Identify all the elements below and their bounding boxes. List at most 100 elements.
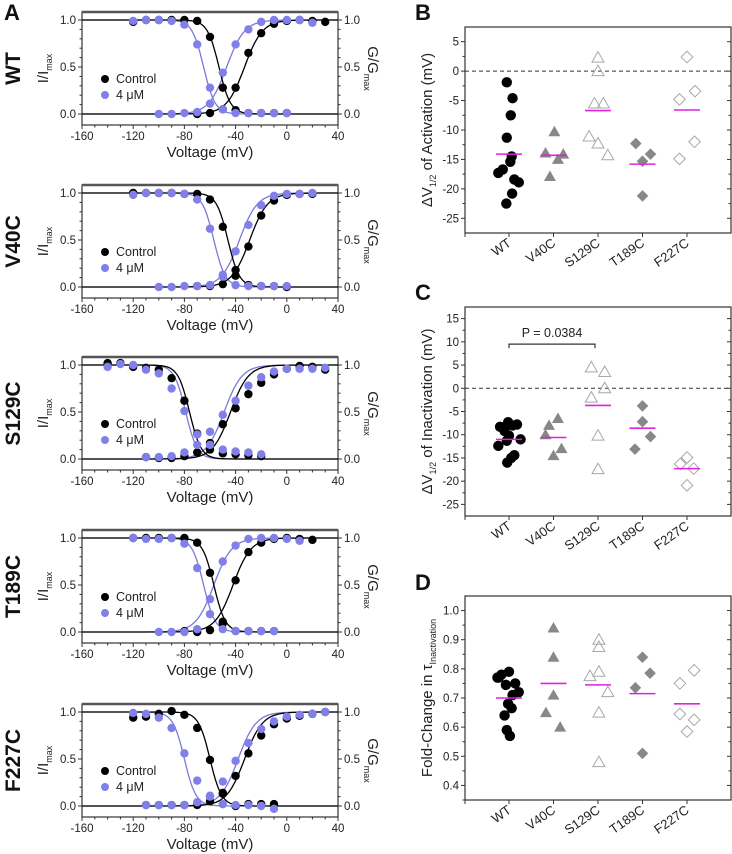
x-tick-label: -80 <box>176 131 193 143</box>
y-tick-label-left: 1.0 <box>60 188 76 200</box>
data-point-v40c <box>547 689 560 700</box>
data-point-drug-inactivation <box>154 713 163 722</box>
data-point-wt <box>506 188 518 199</box>
y-axis-label-left: I/Imax <box>35 571 54 601</box>
data-point-drug-inactivation <box>218 624 227 634</box>
legend-marker-control <box>101 420 109 428</box>
fit-curve-control-activation <box>82 537 338 633</box>
x-tick-label: -160 <box>70 304 93 316</box>
y-tick-label: 5 <box>453 360 459 372</box>
data-point-control-inactivation <box>180 396 189 405</box>
data-point-drug-inactivation <box>205 609 215 619</box>
data-point-drug-inactivation <box>269 281 279 291</box>
data-point-wt <box>505 110 516 121</box>
data-point-wt <box>493 440 504 452</box>
data-point-drug-activation <box>257 724 266 734</box>
data-point-f227c <box>680 725 694 739</box>
data-point-drug-inactivation <box>167 384 176 393</box>
data-point-drug-inactivation <box>167 533 176 543</box>
y-tick-label-left: 1.0 <box>60 360 76 372</box>
data-point-t189c <box>644 148 657 160</box>
plot-frame <box>81 11 339 126</box>
x-tick-label: -40 <box>227 131 244 143</box>
scatter-panel-b: 5 0 -5 -10 -15 -20 -25 WT V40C S129C T189C F227C ΔV1… <box>419 26 732 270</box>
data-point-control-inactivation <box>205 568 215 577</box>
data-point-drug-activation <box>257 373 266 382</box>
panel-letter-d: D <box>415 570 431 595</box>
x-tick-label: -160 <box>70 649 93 661</box>
data-point-control-inactivation <box>205 32 215 42</box>
p-value-label: P = 0.0384 <box>522 326 583 340</box>
construct-label: T189C <box>2 555 25 618</box>
y-tick-label: -15 <box>442 453 459 465</box>
y-tick-label-right: 0.5 <box>344 235 360 247</box>
data-point-drug-inactivation <box>180 749 189 758</box>
x-tick-label: -120 <box>122 304 145 316</box>
data-point-v40c <box>543 419 556 430</box>
data-point-wt <box>507 420 518 431</box>
data-point-drug-inactivation <box>205 224 215 233</box>
data-point-s129c <box>592 639 606 652</box>
data-point-f227c <box>680 478 694 492</box>
data-point-control-activation <box>193 448 202 457</box>
y-tick-label: 5 <box>453 37 459 49</box>
y-tick-label-right: 0.5 <box>344 407 360 419</box>
data-point-t189c <box>636 155 649 167</box>
data-point-t189c <box>629 443 641 455</box>
data-point-drug-inactivation <box>193 776 202 785</box>
iv-panel-s129c: -160 -120 -80 -40 0 40 0.0 0.0 0.5 0.5 1.0 1.0 Volta… <box>2 355 381 506</box>
x-tick-label: -80 <box>176 304 193 316</box>
data-point-control-activation <box>244 749 253 758</box>
category-label: V40C <box>523 802 558 833</box>
data-point-drug-activation <box>257 17 266 27</box>
data-point-drug-inactivation <box>231 800 240 810</box>
data-point-control-inactivation <box>193 538 202 547</box>
data-point-wt <box>501 77 512 88</box>
data-point-s129c <box>583 669 597 682</box>
x-tick-label: 40 <box>332 476 345 488</box>
data-point-s129c <box>584 390 599 403</box>
y-tick-label-left: 0.0 <box>60 454 76 466</box>
category-label: F227C <box>651 235 692 270</box>
data-point-drug-activation <box>154 452 163 462</box>
y-tick-label: 0.4 <box>443 780 460 792</box>
data-point-s129c <box>591 428 605 441</box>
data-point-drug-activation <box>231 40 240 49</box>
category-label: S129C <box>562 518 603 553</box>
legend-label-drug: 4 μM <box>116 780 144 794</box>
data-point-control-activation <box>231 576 240 585</box>
y-tick-label-left: 0.5 <box>60 62 76 74</box>
data-point-f227c <box>687 462 701 476</box>
category-label: V40C <box>523 518 558 549</box>
y-axis-label: Fold-Change in τInactivation <box>419 619 438 777</box>
legend-label-control: Control <box>116 72 156 86</box>
data-point-drug-activation <box>269 191 279 201</box>
y-tick-label: -20 <box>442 184 459 196</box>
data-point-wt <box>505 156 516 167</box>
y-tick-label: -10 <box>442 430 459 442</box>
data-point-s129c <box>592 664 606 677</box>
data-point-t189c <box>644 430 657 443</box>
x-tick-label: -160 <box>70 131 93 143</box>
data-point-drug-activation <box>282 534 291 544</box>
data-point-drug-inactivation <box>193 430 202 439</box>
data-point-v40c <box>548 125 561 137</box>
x-tick-label: 40 <box>332 304 345 316</box>
construct-label: F227C <box>2 729 25 792</box>
data-point-v40c <box>543 170 556 181</box>
x-axis-label: Voltage (mV) <box>167 836 254 853</box>
data-point-drug-activation <box>218 777 227 786</box>
data-point-control-inactivation <box>167 706 176 716</box>
data-point-drug-inactivation <box>180 20 189 29</box>
data-point-drug-activation <box>141 800 151 810</box>
x-tick-label: -160 <box>70 823 93 835</box>
category-label: S129C <box>562 802 603 837</box>
data-point-control-activation <box>231 271 240 280</box>
data-point-drug-inactivation <box>141 534 151 544</box>
data-point-drug-activation <box>244 534 253 544</box>
legend-label-control: Control <box>116 590 156 604</box>
data-point-wt <box>501 132 512 143</box>
data-point-control-activation <box>231 404 240 413</box>
y-tick-label-right: 0.5 <box>344 580 360 592</box>
data-point-drug-activation <box>231 396 240 405</box>
